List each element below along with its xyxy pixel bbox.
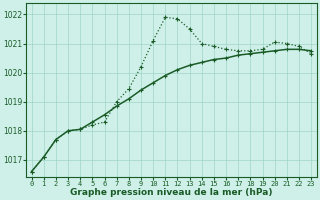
X-axis label: Graphe pression niveau de la mer (hPa): Graphe pression niveau de la mer (hPa) [70, 188, 273, 197]
